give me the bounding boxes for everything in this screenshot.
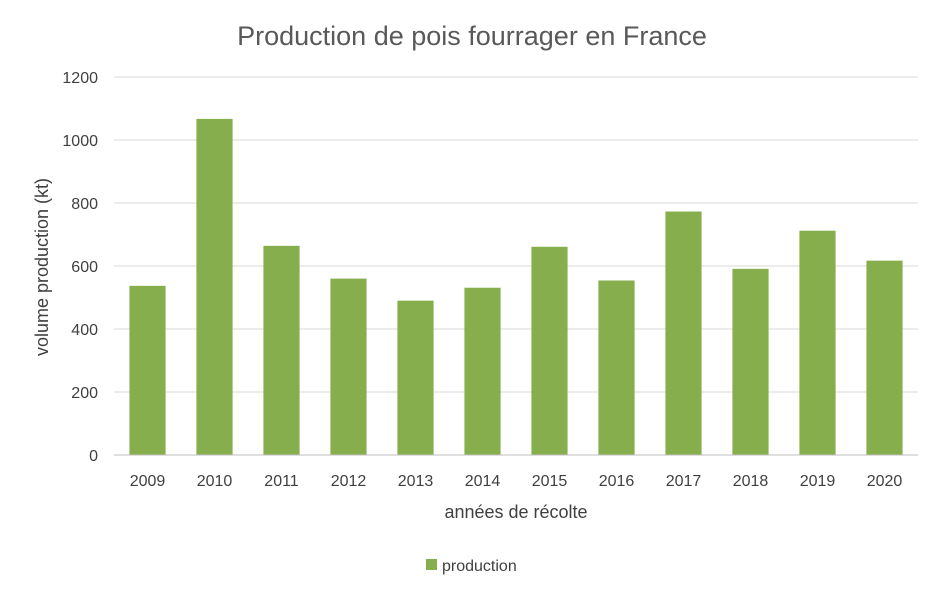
y-tick-label: 1000 [62,133,98,150]
x-tick-label: 2013 [398,473,434,490]
chart-title: Production de pois fourrager en France [237,21,707,51]
bar-2010 [196,118,233,456]
legend: production [426,558,517,575]
bar-2016 [598,280,635,455]
y-tick-label: 200 [71,385,98,402]
legend-label-production: production [442,558,517,575]
y-tick-label: 1200 [62,70,98,87]
y-axis-ticks: 0 200 400 600 800 1000 1200 [62,70,98,465]
x-tick-label: 2011 [264,473,299,490]
y-tick-label: 0 [89,448,98,465]
bar-2017 [665,211,702,455]
bar-2009 [129,285,166,455]
bar-2019 [799,230,836,455]
bar-2020 [866,260,903,455]
y-axis-title: volume production (kt) [32,178,52,356]
x-tick-label: 2018 [733,473,769,490]
bar-2014 [464,287,501,455]
x-tick-label: 2012 [331,473,367,490]
x-tick-label: 2017 [666,473,702,490]
x-axis-title: années de récolte [444,502,587,522]
bar-2013 [397,300,434,455]
x-tick-label: 2016 [599,473,635,490]
bar-2018 [732,268,769,455]
x-tick-label: 2020 [867,473,903,490]
gridlines [114,76,918,393]
legend-swatch-production [426,559,437,570]
bar-2011 [263,245,300,455]
x-tick-label: 2019 [800,473,836,490]
bars [129,118,903,456]
y-tick-label: 400 [71,322,98,339]
y-tick-label: 600 [71,259,98,276]
bar-2015 [531,246,568,455]
bar-2012 [330,278,367,455]
x-axis-ticks: 2009 2010 2011 2012 2013 2014 2015 2016 2017 2018… [130,473,903,490]
x-tick-label: 2014 [465,473,501,490]
x-tick-label: 2010 [197,473,233,490]
y-tick-label: 800 [71,196,98,213]
x-tick-label: 2009 [130,473,166,490]
x-tick-label: 2015 [532,473,568,490]
